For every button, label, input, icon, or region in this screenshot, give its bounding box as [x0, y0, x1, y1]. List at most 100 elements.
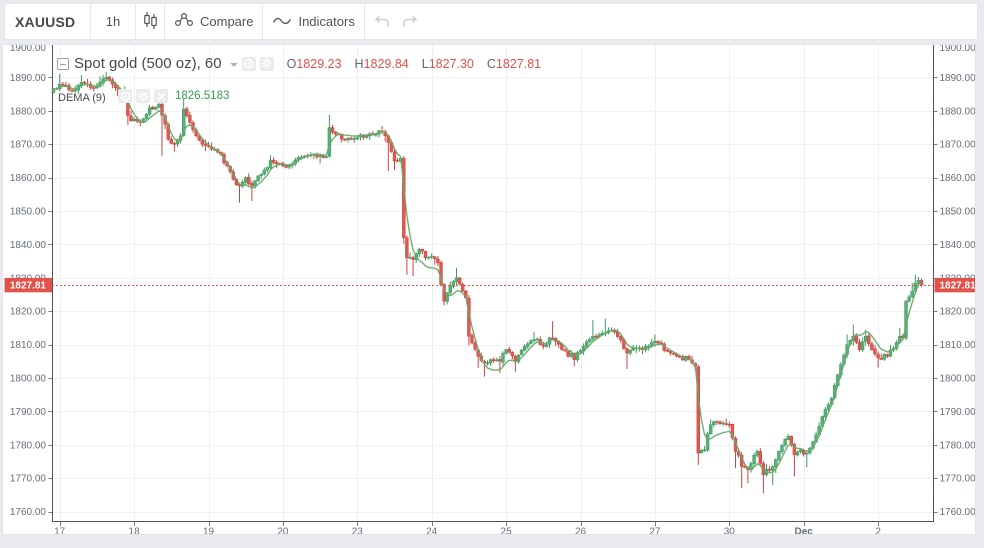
- candle: [795, 450, 800, 457]
- candle: [169, 136, 174, 145]
- series-title[interactable]: Spot gold (500 oz), 60: [74, 55, 222, 72]
- candle: [343, 138, 347, 142]
- candle-body: [343, 138, 347, 141]
- candle: [792, 442, 797, 477]
- candle: [755, 449, 759, 458]
- candle-body: [82, 81, 87, 84]
- chart-legend: Spot gold (500 oz), 60 O1829.23 H1829.84…: [57, 53, 554, 105]
- candle-body: [492, 359, 496, 362]
- chevron-down-icon[interactable]: [229, 62, 238, 67]
- price-axis-label: 1770.00: [10, 474, 47, 485]
- indicators-label: Indicators: [298, 14, 355, 29]
- candle-body: [566, 350, 570, 357]
- chart-style-button[interactable]: [136, 4, 165, 39]
- candle-body: [888, 349, 893, 357]
- candle-body: [268, 159, 273, 168]
- chart-widget: DEMA (9) 1900.00 1900.00 1890.00 1890.00 1880…: [2, 44, 976, 535]
- candle-body: [265, 167, 270, 171]
- candle-body: [860, 341, 865, 351]
- candle: [175, 138, 180, 147]
- time-axis-label: 27: [649, 527, 661, 536]
- candle: [550, 321, 555, 341]
- candle: [854, 334, 859, 345]
- price-axis-layer[interactable]: 1900.00 1900.00 1890.00 1890.00 1880.00 1880.…: [10, 44, 976, 518]
- time-axis-label: 23: [352, 527, 364, 536]
- candle: [591, 320, 595, 342]
- candles-layer: [51, 72, 924, 494]
- candle-body: [395, 160, 400, 162]
- candle-body: [185, 108, 189, 116]
- candle: [237, 183, 242, 203]
- candle: [377, 129, 381, 138]
- candle-body: [910, 290, 914, 298]
- candle: [352, 136, 356, 143]
- candle-body: [284, 165, 288, 168]
- indicator-name[interactable]: DEMA (9): [58, 92, 106, 104]
- candle-body: [411, 257, 415, 260]
- undo-button[interactable]: [374, 15, 390, 28]
- indicator-close-button[interactable]: [154, 89, 168, 103]
- candle-body: [529, 340, 533, 344]
- candle-body: [200, 140, 205, 145]
- price-axis-label: 1790.00: [10, 407, 47, 418]
- price-axis-label: 1870.00: [940, 140, 977, 151]
- chart-canvas[interactable]: DEMA (9) 1900.00 1900.00 1890.00 1890.00 1880…: [2, 44, 976, 535]
- candle-body: [445, 292, 449, 302]
- price-axis-label: 1820.00: [940, 307, 977, 318]
- indicators-button[interactable]: Indicators: [263, 4, 365, 39]
- candle: [368, 132, 372, 140]
- redo-button[interactable]: [402, 15, 418, 28]
- candle: [529, 339, 533, 345]
- candle: [535, 337, 539, 341]
- candle-body: [783, 439, 787, 446]
- candle: [513, 354, 518, 372]
- candle: [408, 252, 412, 260]
- candle: [405, 235, 409, 275]
- indicator-settings-button[interactable]: [136, 89, 150, 103]
- candle: [628, 349, 632, 356]
- symbol-button[interactable]: XAUUSD: [5, 4, 91, 39]
- price-axis-label: 1810.00: [940, 340, 977, 351]
- candle-body: [426, 256, 431, 259]
- candle: [461, 282, 465, 292]
- candle-body: [488, 359, 493, 364]
- candle-body: [777, 451, 781, 460]
- candle-body: [699, 450, 704, 454]
- candle-body: [253, 180, 257, 187]
- time-axis-label: 25: [501, 527, 513, 536]
- candle-body: [405, 237, 409, 259]
- candle: [433, 255, 437, 265]
- candle-body: [724, 423, 728, 425]
- price-axis-label: 1840.00: [10, 240, 47, 251]
- candle: [147, 104, 152, 117]
- candle: [448, 281, 453, 296]
- price-axis-label: 1880.00: [10, 106, 47, 117]
- candle-body: [550, 337, 555, 340]
- candle-body: [244, 177, 248, 183]
- candle-body: [259, 174, 263, 176]
- candle: [495, 357, 499, 362]
- candle: [712, 420, 716, 428]
- compare-button[interactable]: Compare: [165, 4, 264, 39]
- time-axis-layer[interactable]: 17 18 19 20 23 24 25 26 27 30 Dec 2: [54, 522, 881, 535]
- candle: [585, 339, 589, 349]
- candle-body: [789, 436, 793, 445]
- candle-body: [857, 341, 862, 350]
- candle: [758, 447, 762, 465]
- candle-body: [321, 155, 325, 158]
- candle: [144, 113, 149, 120]
- candle: [588, 337, 592, 344]
- legend-collapse-icon[interactable]: [57, 57, 69, 70]
- candle: [523, 344, 527, 352]
- candle-body: [448, 285, 453, 294]
- candle-body: [873, 348, 877, 355]
- candle: [774, 458, 778, 474]
- candle: [327, 114, 332, 158]
- candle: [240, 179, 245, 189]
- candle-body: [523, 346, 527, 351]
- price-axis-label: 1850.00: [940, 207, 977, 218]
- series-settings-button[interactable]: [259, 56, 274, 71]
- series-eye-button[interactable]: [241, 56, 256, 71]
- interval-button[interactable]: 1h: [91, 4, 136, 39]
- indicator-eye-button[interactable]: [118, 89, 132, 103]
